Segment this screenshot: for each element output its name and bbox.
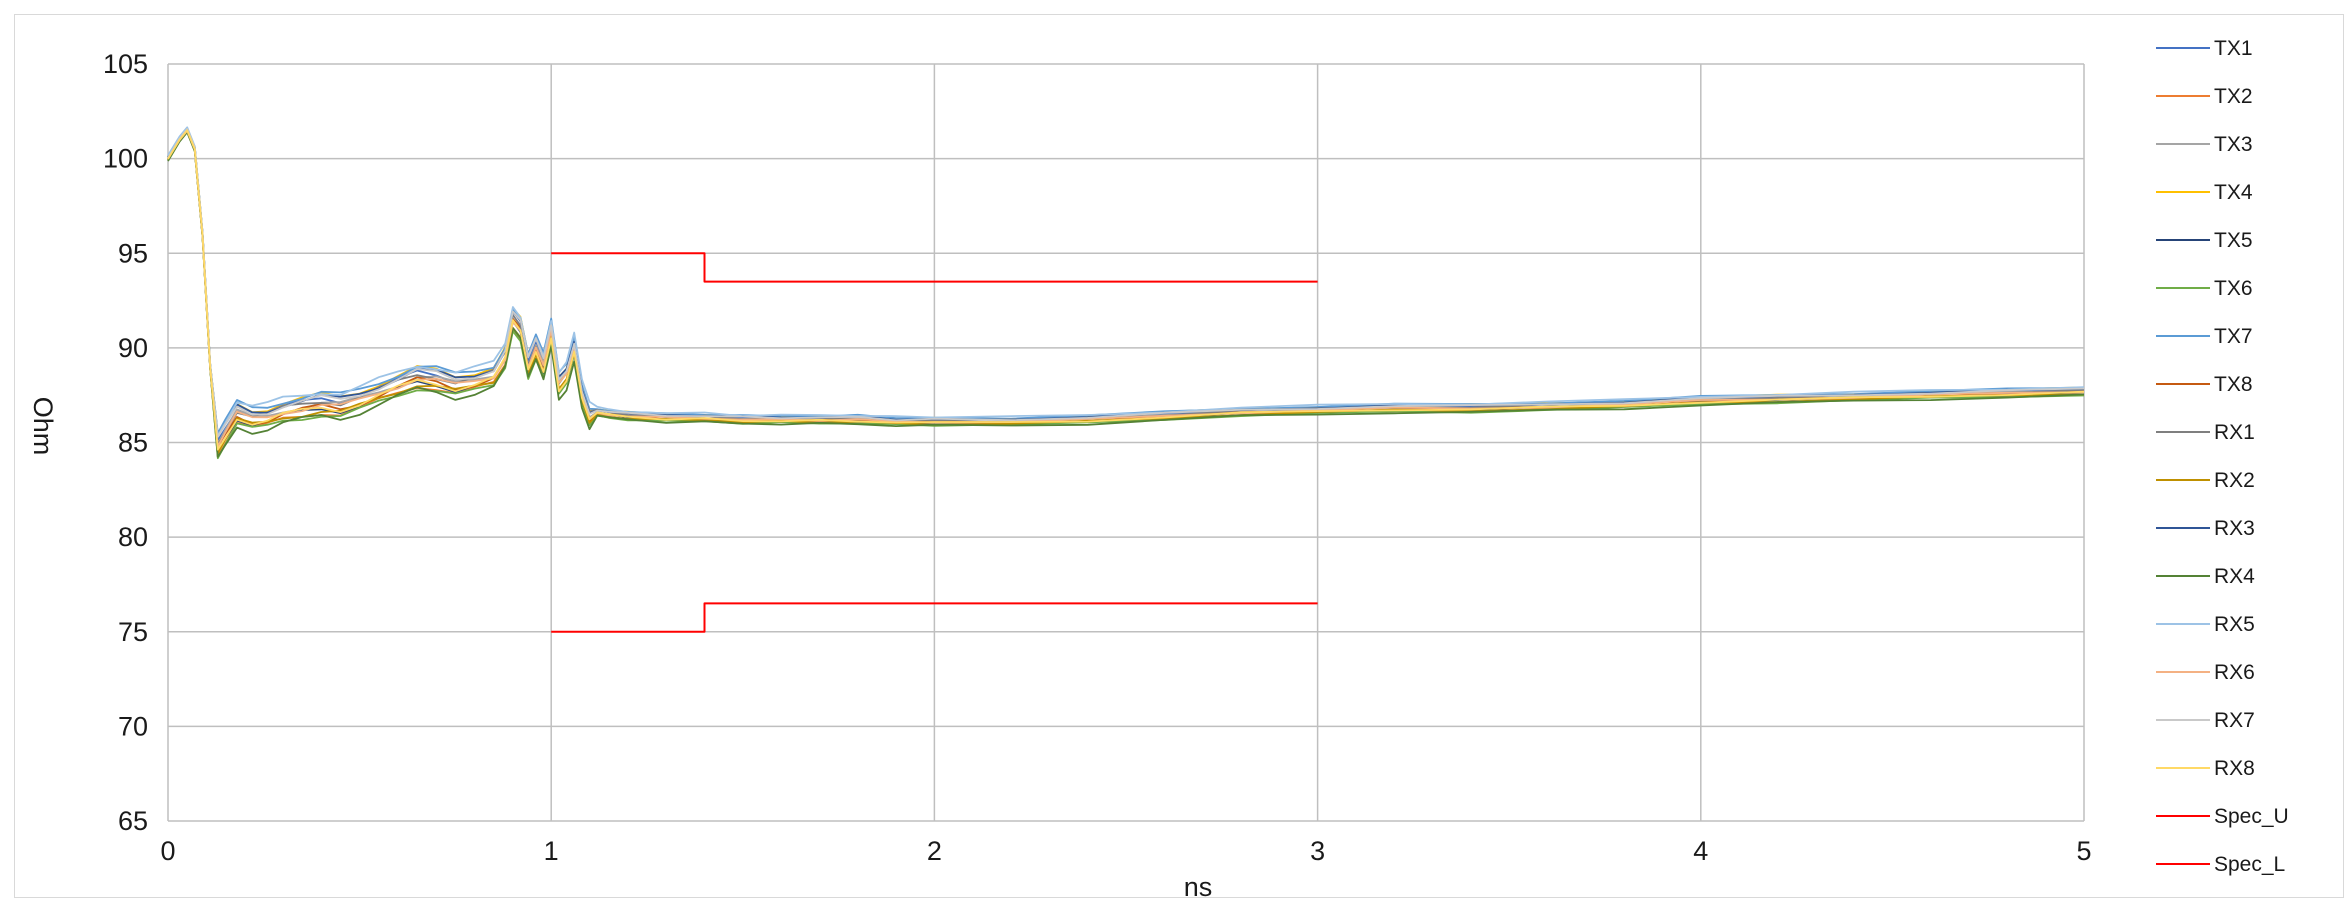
legend-label: Spec_L	[2214, 853, 2285, 876]
legend-label: RX1	[2214, 421, 2255, 444]
legend-label: TX7	[2214, 325, 2253, 348]
legend-label: RX5	[2214, 613, 2255, 636]
y-tick-label: 70	[118, 711, 148, 741]
series-line-rx8	[167, 129, 2085, 451]
y-tick-label: 85	[118, 428, 148, 458]
tick-layer: 65 70 75 80 85 90 95 100 105 0 1 2 3 4 5	[103, 49, 2092, 866]
series-line-spec_l	[551, 602, 1318, 633]
series-line-rx4	[167, 131, 2085, 458]
series-line-rx5	[167, 126, 2085, 437]
legend-label: RX8	[2214, 757, 2255, 780]
legend-label: TX3	[2214, 133, 2253, 156]
legend-label: RX2	[2214, 469, 2255, 492]
y-tick-label: 90	[118, 333, 148, 363]
grid-layer	[167, 63, 2085, 822]
legend-label: RX3	[2214, 517, 2255, 540]
series-line-tx2	[167, 130, 2085, 458]
x-tick-label: 3	[1310, 836, 1325, 866]
chart-frame	[14, 14, 2344, 898]
x-tick-label: 5	[2076, 836, 2091, 866]
y-tick-label: 75	[118, 617, 148, 647]
legend-label: RX4	[2214, 565, 2255, 588]
series-line-rx7	[167, 128, 2085, 438]
y-tick-label: 95	[118, 238, 148, 268]
legend-label: RX6	[2214, 661, 2255, 684]
legend: TX1 TX2 TX3 TX4 TX5 TX6 TX7 TX8 RX1 RX2 RX3 RX4 RX5 R…	[2156, 37, 2289, 876]
legend-label: TX4	[2214, 181, 2253, 204]
legend-label: Spec_U	[2214, 805, 2289, 828]
x-tick-label: 4	[1693, 836, 1708, 866]
legend-label: TX6	[2214, 277, 2253, 300]
y-axis-title: Ohm	[28, 397, 58, 456]
legend-label: TX1	[2214, 37, 2253, 60]
legend-label: RX7	[2214, 709, 2255, 732]
y-tick-label: 100	[103, 144, 148, 174]
x-tick-label: 0	[160, 836, 175, 866]
legend-label: TX5	[2214, 229, 2253, 252]
x-tick-label: 1	[544, 836, 559, 866]
series-line-tx6	[167, 131, 2085, 460]
x-axis-title: ns	[1184, 872, 1213, 902]
y-tick-label: 105	[103, 49, 148, 79]
series-layer	[167, 126, 2085, 633]
series-line-rx1	[167, 128, 2085, 446]
y-tick-label: 65	[118, 806, 148, 836]
series-line-spec_u	[551, 252, 1318, 283]
series-line-rx2	[167, 130, 2085, 455]
legend-label: TX8	[2214, 373, 2253, 396]
y-tick-label: 80	[118, 522, 148, 552]
x-tick-label: 2	[927, 836, 942, 866]
legend-label: TX2	[2214, 85, 2253, 108]
